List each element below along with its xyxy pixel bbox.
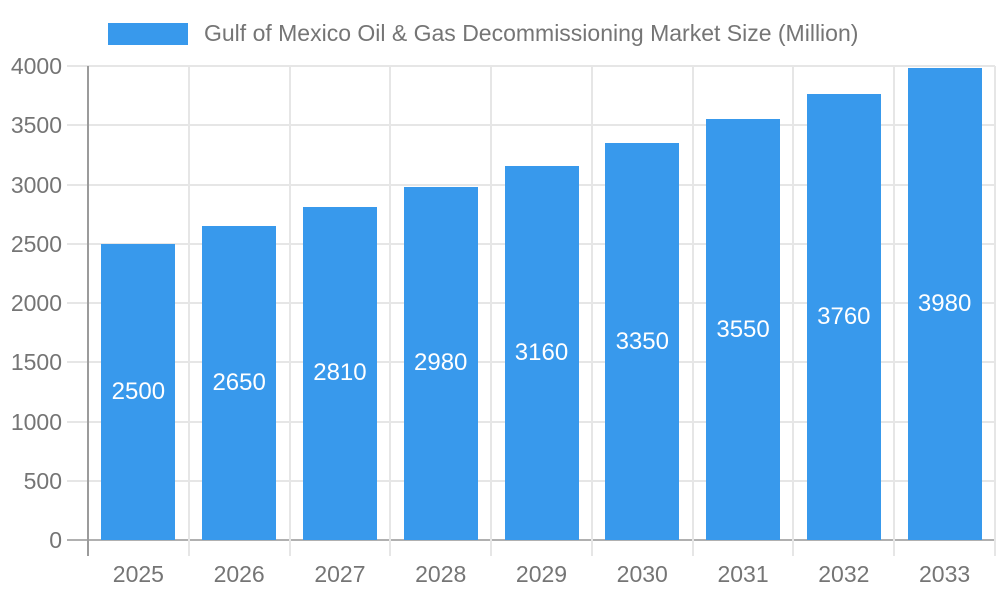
x-gridline [288,66,291,556]
y-axis-tick-label: 2500 [10,230,62,257]
x-axis-tick-label: 2027 [314,561,366,587]
x-axis-tick-label: 2026 [213,561,265,587]
x-axis-tick-label: 2033 [919,561,971,587]
bar-value-label: 3350 [615,327,669,355]
y-axis-tick-label: 3000 [10,171,62,198]
x-axis-baseline [67,539,995,541]
x-axis-tick-label: 2028 [415,561,467,587]
y-gridline [67,124,995,127]
y-axis-tick-label: 4000 [10,53,62,79]
x-gridline [893,66,896,556]
x-axis-tick-label: 2031 [717,561,769,587]
legend-label: Gulf of Mexico Oil & Gas Decommissioning… [204,20,859,46]
bar-value-label: 2810 [313,359,367,387]
y-axis-tick-label: 1500 [10,349,62,376]
bar-2030[interactable]: 3350 [605,143,680,540]
x-gridline [691,66,694,556]
y-gridline [67,65,995,67]
bar-2033[interactable]: 3980 [907,68,982,540]
y-axis-tick-label: 500 [23,467,62,494]
bar-2031[interactable]: 3550 [706,119,781,540]
bar-value-label: 2980 [414,349,468,377]
x-gridline [590,66,593,556]
bar-value-label: 2500 [111,377,166,405]
y-axis-tick-label: 2000 [10,290,62,316]
y-axis-tick-label: 0 [49,527,62,553]
legend-swatch [108,22,188,45]
bar-value-label: 3550 [716,315,770,343]
bar-value-label: 3760 [817,303,871,331]
y-axis-tick-label: 1000 [10,408,62,435]
bar-2025[interactable]: 2500 [101,243,176,540]
x-axis-tick-label: 2029 [515,561,568,587]
bar-value-label: 2650 [212,368,266,396]
y-axis-tick-label: 3500 [10,112,62,139]
x-gridline [187,66,190,556]
bar-2032[interactable]: 3760 [806,94,881,540]
y-axis-line [87,66,89,556]
bar-value-label: 3980 [917,290,972,318]
bar-value-label: 3160 [514,338,569,366]
x-axis-tick-label: 2030 [616,561,668,587]
x-gridline [994,66,996,556]
bar-2028[interactable]: 2980 [403,186,478,540]
x-axis-tick-label: 2025 [112,561,164,587]
bar-2029[interactable]: 3160 [504,165,579,540]
bar-2027[interactable]: 2810 [302,207,377,540]
legend[interactable]: Gulf of Mexico Oil & Gas Decommissioning… [108,20,858,47]
x-gridline [792,66,795,556]
x-axis-tick-label: 2032 [818,561,870,587]
bar-2026[interactable]: 2650 [202,225,277,540]
x-gridline [490,66,493,556]
x-gridline [389,66,392,556]
